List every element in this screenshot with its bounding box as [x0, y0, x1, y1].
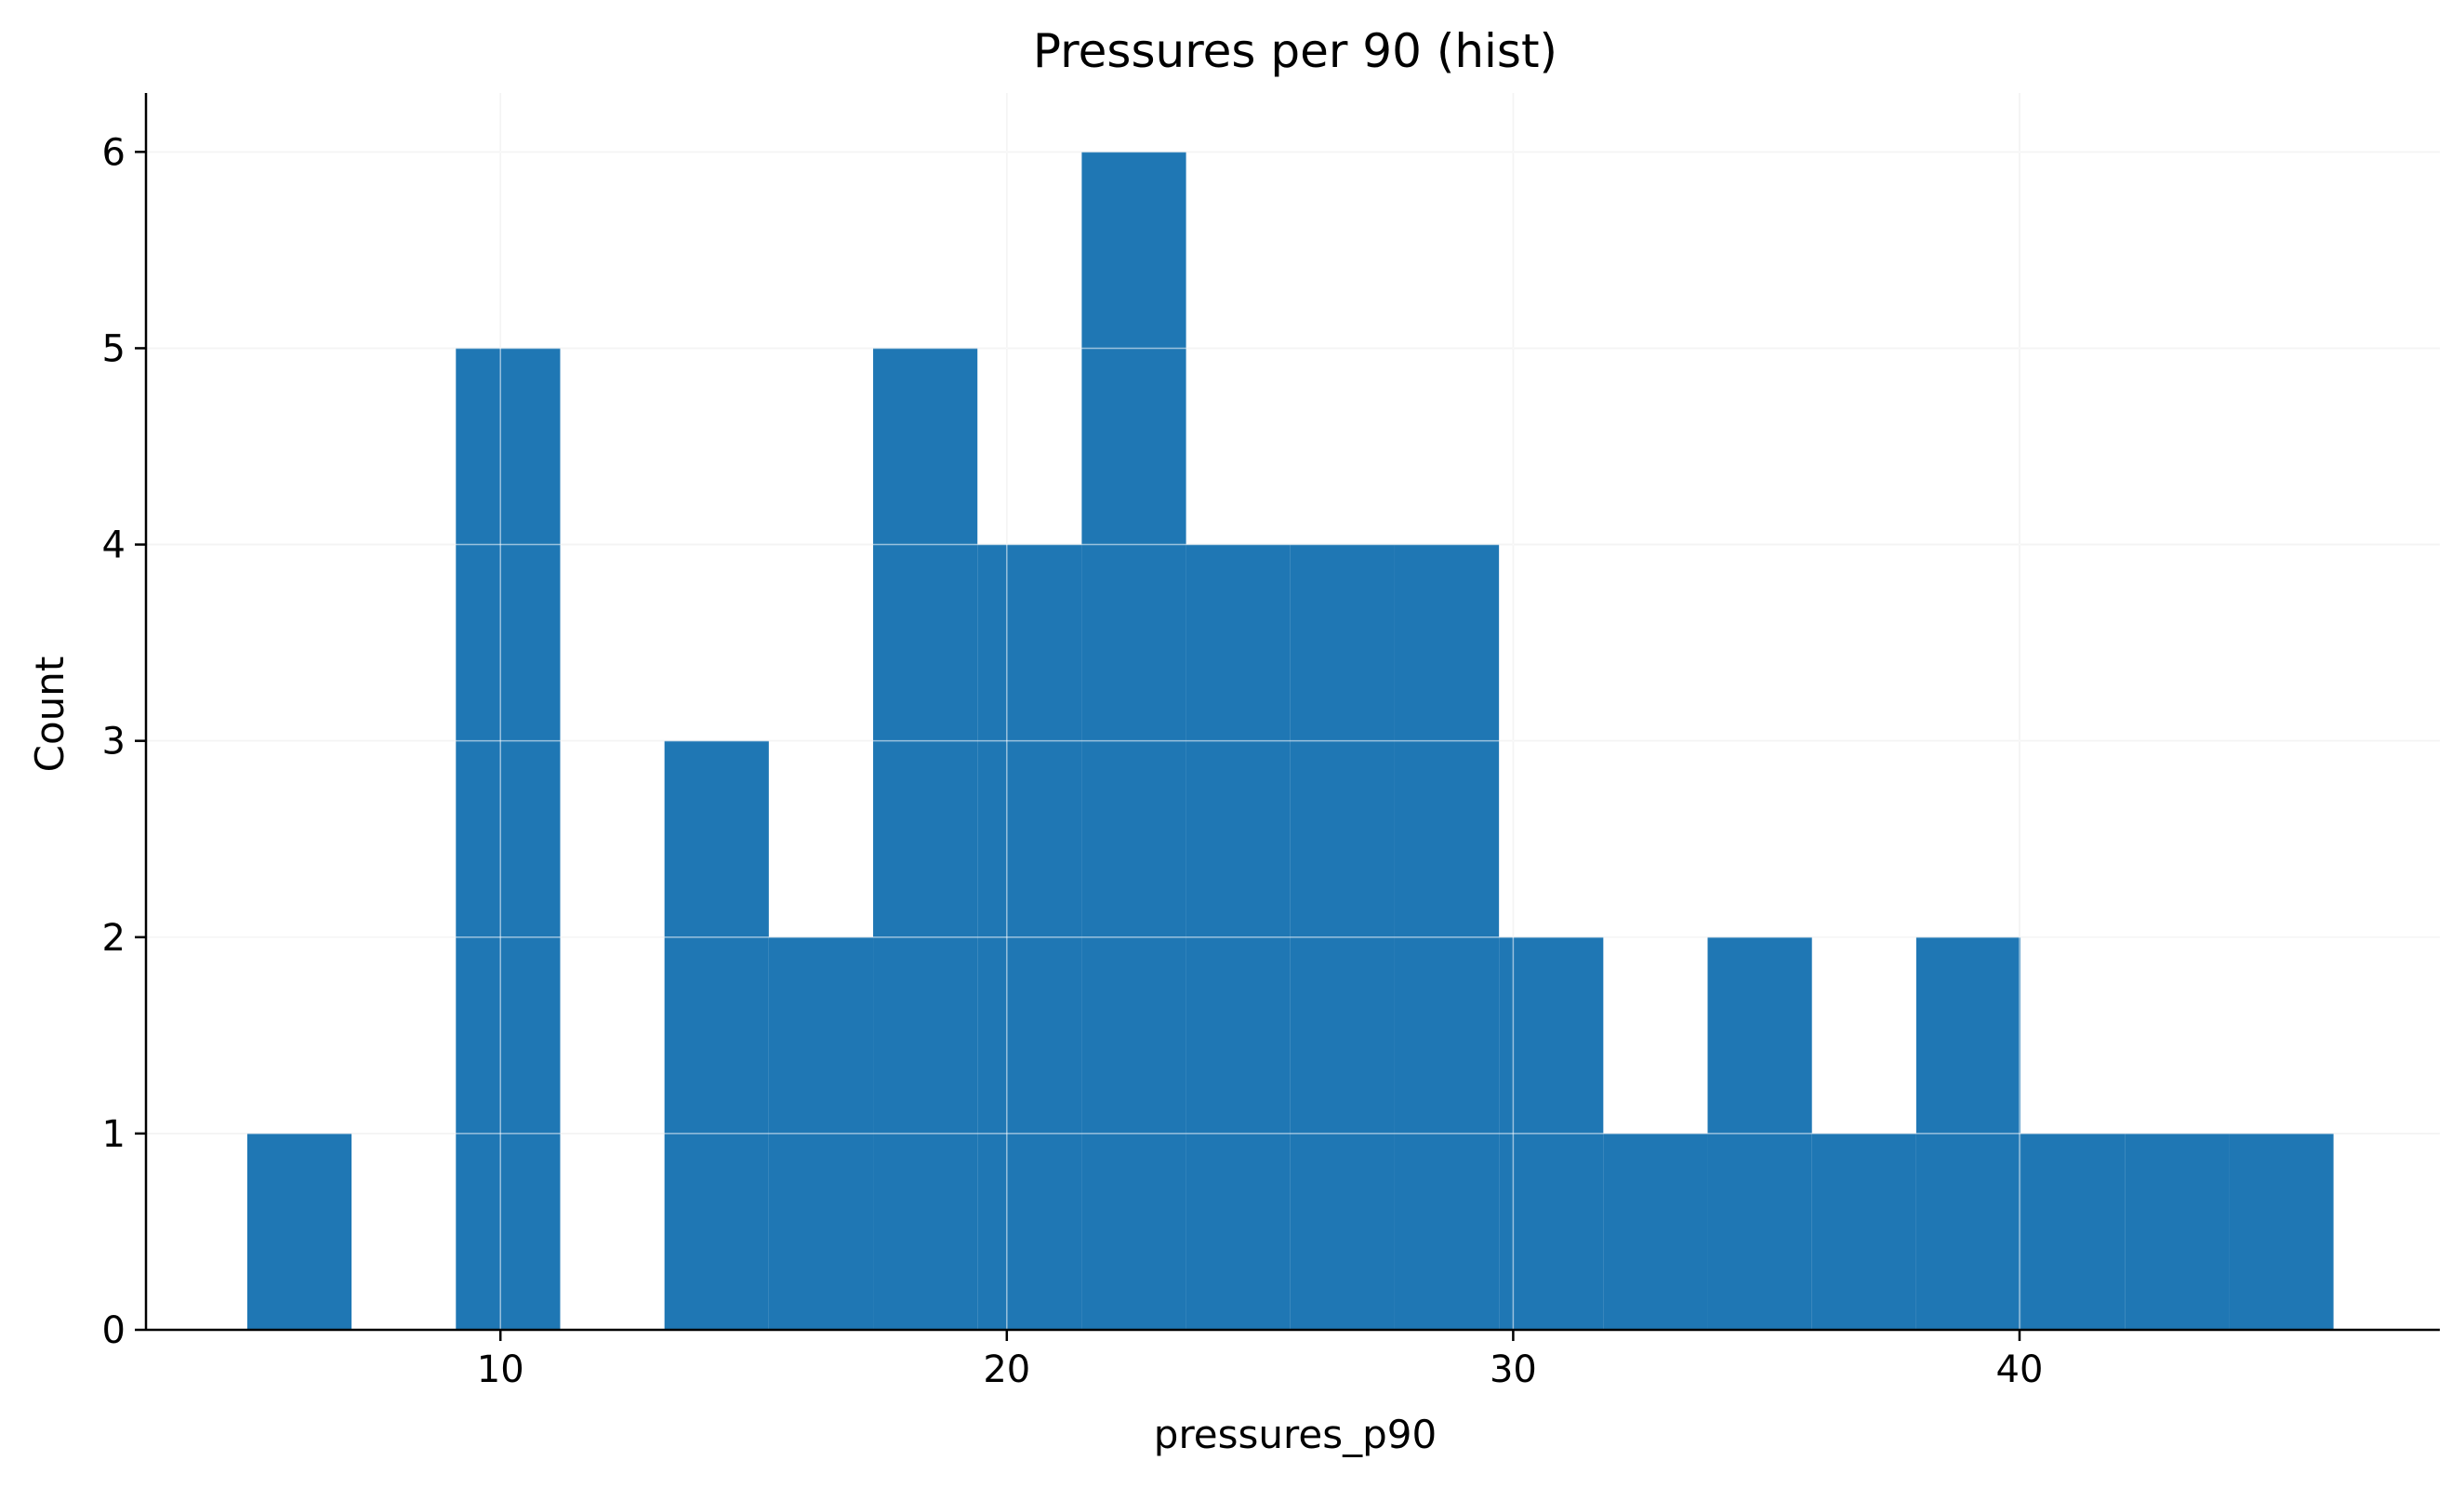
histogram-bar [2229, 1133, 2334, 1330]
y-tick-label: 4 [102, 524, 126, 567]
y-tick-label: 0 [102, 1309, 126, 1352]
histogram-bar [2020, 1133, 2126, 1330]
histogram-bar [873, 348, 978, 1330]
x-axis-label: pressures_p90 [1154, 1412, 1437, 1457]
x-tick-label: 30 [1490, 1348, 1537, 1391]
x-tick-label: 40 [1996, 1348, 2044, 1391]
histogram-bar [1603, 1133, 1708, 1330]
histogram-bar [1811, 1133, 1916, 1330]
histogram-bar [2125, 1133, 2230, 1330]
y-tick-label: 6 [102, 131, 126, 174]
axes [144, 93, 2440, 1332]
y-tick-label: 3 [102, 721, 126, 763]
histogram-bar [456, 348, 561, 1330]
x-tick-label: 10 [477, 1348, 524, 1391]
y-tick-label: 5 [102, 327, 126, 370]
chart-title: Pressures per 90 (hist) [1033, 24, 1557, 78]
y-tick-label: 1 [102, 1113, 126, 1156]
ticks: 0 1 2 3 4 5 6 10 20 30 40 [102, 131, 2044, 1391]
x-tick-label: 20 [983, 1348, 1030, 1391]
histogram-bar [664, 740, 769, 1330]
y-axis-label: Count [27, 657, 73, 773]
histogram-bar [246, 1133, 352, 1330]
y-tick-label: 2 [102, 917, 126, 960]
